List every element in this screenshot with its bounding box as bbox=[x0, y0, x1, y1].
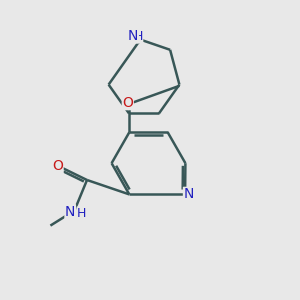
Text: H: H bbox=[77, 207, 87, 220]
Text: N: N bbox=[184, 188, 194, 201]
Text: N: N bbox=[128, 29, 138, 43]
Text: H: H bbox=[133, 29, 143, 43]
Text: N: N bbox=[65, 205, 75, 219]
Text: O: O bbox=[52, 160, 63, 173]
Text: O: O bbox=[122, 96, 133, 110]
